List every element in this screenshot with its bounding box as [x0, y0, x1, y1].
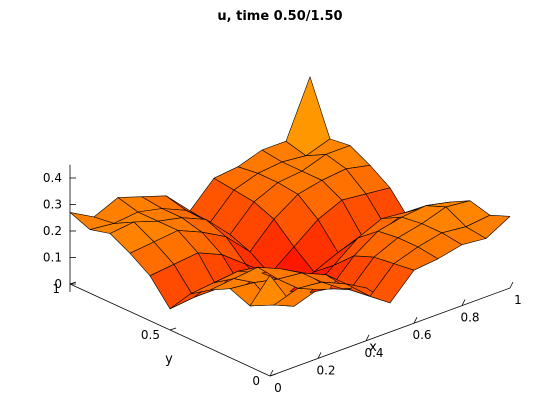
z-tick-label: 0	[54, 277, 62, 291]
x-tick	[317, 352, 322, 359]
x-axis-line	[269, 287, 511, 377]
y-axis-label: y	[165, 352, 173, 367]
x-tick-label: 0	[274, 381, 282, 395]
z-tick-label: 0.1	[43, 251, 62, 265]
x-tick	[269, 369, 274, 377]
x-tick-label: 0.2	[316, 363, 335, 377]
x-tick-label: 1	[514, 293, 522, 307]
x-tick-label: 0.4	[364, 346, 383, 360]
y-tick-label: 1	[52, 282, 60, 296]
x-tick	[365, 334, 370, 341]
x-tick	[413, 317, 418, 324]
y-tick	[269, 373, 277, 377]
x-tick-label: 0.8	[460, 311, 479, 325]
chart-title: u, time 0.50/1.50	[217, 9, 343, 24]
z-tick-label: 0.3	[43, 198, 62, 212]
z-tick-label: 0.4	[43, 171, 62, 185]
z-tick-label: 0.2	[43, 224, 62, 238]
y-tick-label: 0	[252, 374, 260, 388]
y-tick-label: 0.5	[141, 328, 160, 342]
surface-patch	[465, 214, 511, 239]
x-tick-label: 0.6	[412, 328, 431, 342]
x-tick	[461, 299, 466, 306]
x-axis-label: x	[369, 340, 377, 355]
x-tick	[509, 281, 514, 289]
y-tick	[169, 327, 177, 331]
